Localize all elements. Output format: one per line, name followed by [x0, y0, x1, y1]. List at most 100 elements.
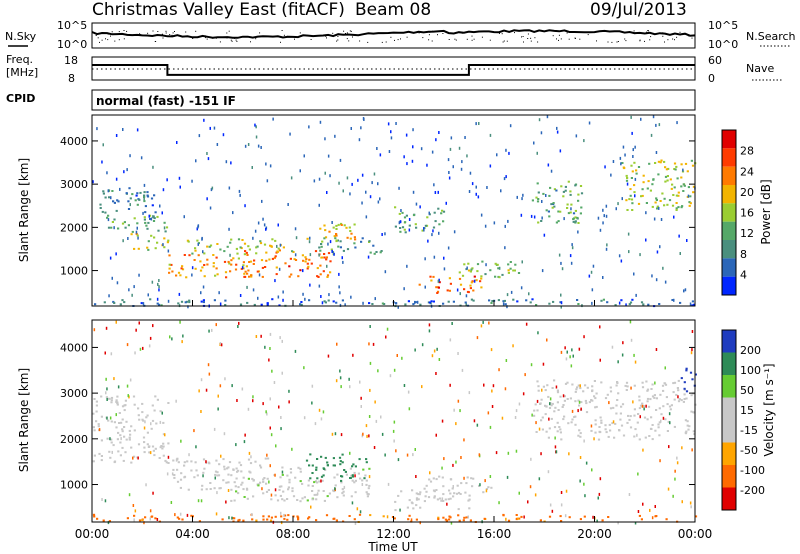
scatter-gate-cell: [551, 509, 554, 513]
scatter-gate-cell: [443, 256, 445, 260]
range-gate-cell: [576, 386, 579, 389]
range-gate-cell: [435, 478, 438, 481]
scatter-gate-cell: [265, 162, 267, 166]
range-gate-cell: [190, 469, 193, 472]
noise-search-point: [137, 35, 139, 36]
range-gate-cell: [574, 390, 577, 393]
x-tick-label: 04:00: [175, 527, 210, 541]
scatter-gate-cell: [630, 386, 632, 390]
range-gate-cell: [339, 246, 342, 249]
colorbar-tick-label: 20: [740, 186, 754, 199]
range-gate-cell: [280, 485, 283, 488]
range-gate-cell: [577, 193, 580, 196]
scatter-gate-cell: [668, 412, 671, 416]
range-gate-cell: [300, 301, 303, 303]
range-gate-cell: [464, 491, 467, 494]
scatter-gate-cell: [530, 363, 533, 367]
range-gate-cell: [230, 259, 233, 262]
range-gate-cell: [658, 421, 661, 424]
scatter-gate-cell: [318, 284, 321, 288]
range-gate-cell: [529, 301, 532, 304]
range-gate-cell: [243, 242, 247, 245]
range-gate-cell: [678, 398, 681, 401]
range-gate-cell: [601, 519, 604, 522]
range-gate-cell: [329, 271, 332, 274]
range-gate-cell: [572, 220, 575, 223]
colorbar-swatch: [722, 420, 736, 443]
range-gate-cell: [131, 193, 134, 196]
range-gate-cell: [658, 407, 661, 410]
range-gate-cell: [252, 495, 255, 498]
range-gate-cell: [593, 395, 596, 398]
range-gate-cell: [494, 262, 497, 265]
range-gate-cell: [122, 459, 125, 462]
range-gate-cell: [145, 416, 148, 419]
scatter-gate-cell: [676, 121, 678, 125]
range-gate-cell: [472, 299, 475, 302]
range-gate-cell: [571, 418, 574, 421]
range-gate-cell: [354, 491, 357, 494]
range-gate-cell: [653, 396, 656, 399]
scatter-gate-cell: [684, 288, 687, 292]
scatter-gate-cell: [309, 253, 312, 257]
range-gate-cell: [325, 258, 328, 261]
scatter-gate-cell: [314, 422, 317, 426]
scatter-gate-cell: [599, 325, 601, 329]
scatter-gate-cell: [291, 447, 293, 451]
scatter-gate-cell: [622, 341, 624, 345]
scatter-gate-cell: [393, 420, 396, 424]
range-gate-cell: [143, 191, 146, 194]
scatter-gate-cell: [101, 498, 103, 501]
range-gate-cell: [156, 398, 159, 401]
colorbar-swatch: [722, 240, 736, 259]
range-gate-cell: [326, 464, 329, 467]
scatter-gate-cell: [369, 195, 372, 199]
noise-search-point: [147, 32, 149, 34]
range-gate-cell: [237, 238, 241, 241]
scatter-gate-cell: [502, 302, 505, 306]
scatter-gate-cell: [219, 342, 222, 345]
range-gate-cell: [465, 516, 468, 519]
range-gate-cell: [452, 300, 455, 303]
scatter-gate-cell: [420, 147, 423, 151]
range-gate-cell: [306, 262, 309, 265]
scatter-gate-cell: [294, 349, 297, 353]
range-gate-cell: [132, 395, 136, 398]
scatter-gate-cell: [617, 360, 619, 364]
range-gate-cell: [235, 490, 238, 493]
range-gate-cell: [185, 300, 189, 303]
scatter-gate-cell: [403, 384, 406, 387]
range-gate-cell: [233, 517, 236, 520]
range-gate-cell: [669, 178, 672, 181]
range-gate-cell: [223, 465, 226, 468]
scatter-gate-cell: [628, 250, 630, 254]
range-gate-cell: [411, 502, 414, 505]
range-gate-cell: [308, 464, 311, 467]
range-gate-cell: [240, 247, 243, 250]
range-gate-cell: [265, 259, 268, 262]
scatter-gate-cell: [633, 353, 635, 357]
range-gate-cell: [138, 519, 142, 522]
noise-right-tick-top: 10^5: [708, 19, 738, 32]
scatter-gate-cell: [180, 439, 182, 443]
range-gate-cell: [118, 412, 121, 414]
scatter-gate-cell: [117, 385, 120, 389]
range-gate-cell: [545, 405, 548, 408]
scatter-gate-cell: [294, 253, 297, 257]
range-gate-cell: [584, 399, 587, 402]
range-gate-cell: [181, 265, 184, 268]
range-gate-cell: [604, 397, 608, 400]
range-gate-cell: [545, 430, 548, 433]
range-gate-cell: [323, 237, 326, 240]
scatter-gate-cell: [555, 385, 558, 389]
scatter-gate-cell: [397, 458, 400, 462]
range-gate-cell: [260, 259, 264, 262]
range-gate-cell: [692, 303, 695, 306]
range-gate-cell: [442, 302, 445, 305]
noise-search-point: [171, 34, 173, 36]
range-gate-cell: [294, 259, 298, 261]
scatter-gate-cell: [428, 329, 431, 333]
range-gate-cell: [117, 450, 120, 453]
range-gate-cell: [311, 472, 314, 474]
range-gate-cell: [141, 402, 144, 405]
